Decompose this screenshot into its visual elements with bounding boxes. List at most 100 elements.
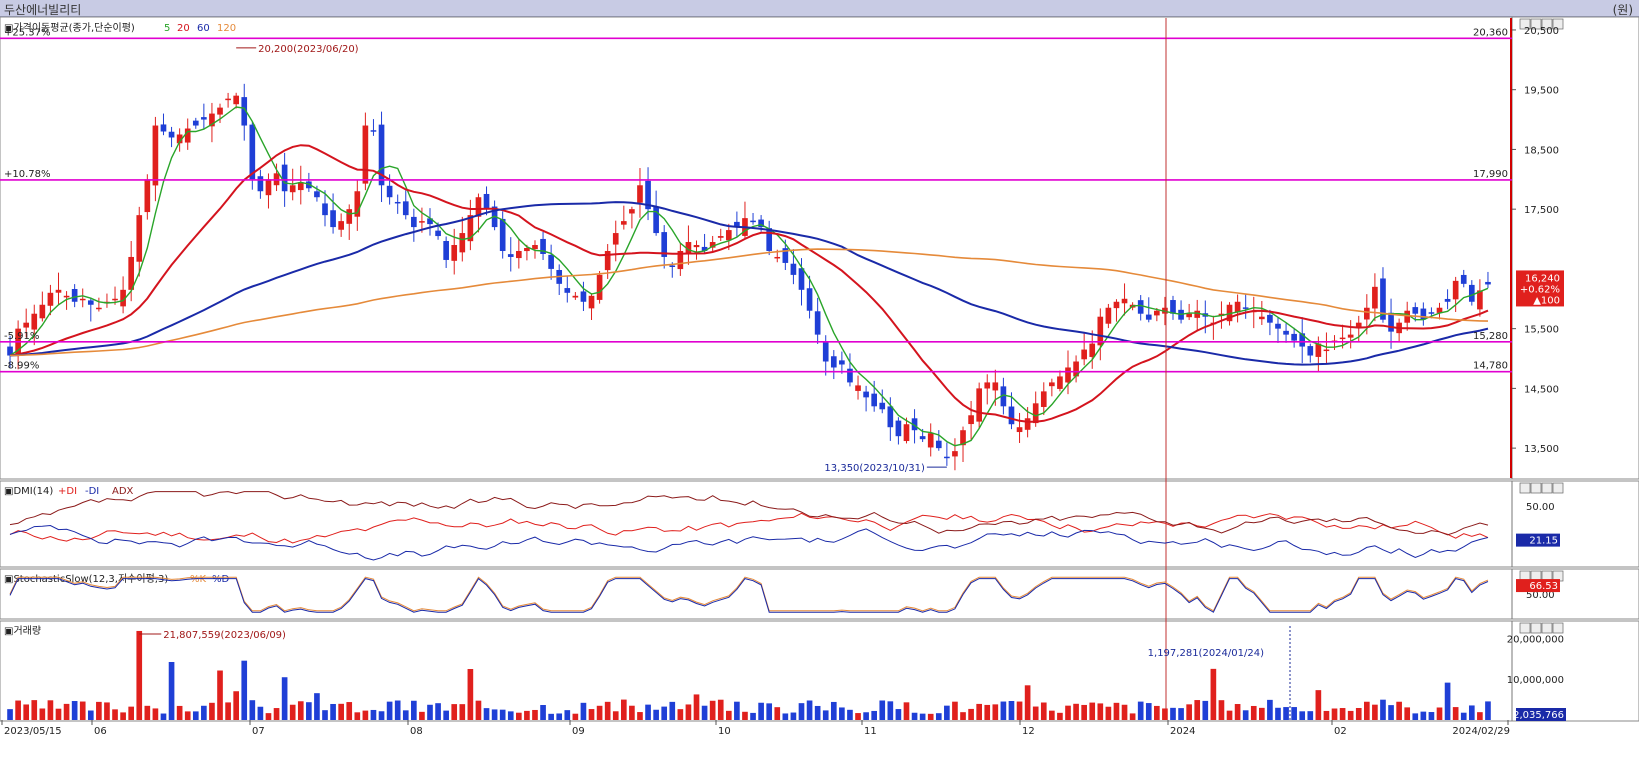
candle-body [911, 418, 918, 431]
volume-bar [1477, 712, 1483, 720]
candle-body [524, 248, 530, 252]
x-axis-label: 2024/02/29 [1452, 726, 1510, 737]
candle-body [1121, 298, 1128, 304]
volume-bar [960, 712, 966, 720]
volume-bar [1323, 710, 1330, 720]
last-price-text-2: ▲100 [1533, 295, 1560, 306]
volume-bar [1355, 707, 1362, 720]
candle-body [386, 185, 393, 198]
candle-body [734, 221, 740, 228]
volume-bar [378, 711, 385, 720]
candle-body [192, 120, 199, 126]
volume-bar [1186, 704, 1192, 720]
candle-body [1275, 323, 1281, 329]
volume-bar [241, 660, 248, 720]
candle-body [1420, 308, 1427, 320]
candle-body [637, 185, 643, 203]
candle-body [540, 238, 546, 254]
candle-body [1016, 427, 1023, 433]
candle-body [281, 164, 288, 192]
volume-bar [79, 701, 86, 720]
candle-body [1049, 382, 1055, 387]
panel-control-3-1 [1530, 622, 1542, 634]
volume-bar [709, 700, 716, 720]
volume-bar [306, 702, 312, 720]
volume-bar [758, 702, 764, 720]
volume-bar [1331, 708, 1338, 720]
candle-body [289, 185, 296, 193]
candle-body [685, 242, 692, 254]
volume-bar [725, 710, 732, 720]
volume-bar [7, 709, 13, 720]
volume-bar [192, 711, 199, 720]
candle-body [1137, 300, 1144, 314]
volume-bar [71, 701, 78, 720]
candle-body [725, 230, 732, 241]
dmi-line-0 [9, 512, 1489, 544]
candle-body [1154, 310, 1160, 316]
candle-body [411, 216, 417, 228]
volume-bar [1162, 708, 1168, 720]
volume-bar [23, 704, 30, 720]
volume-bar [1016, 701, 1023, 720]
volume-bar [184, 711, 191, 720]
high-annotation: 20,200(2023/06/20) [258, 44, 359, 55]
volume-bar [338, 703, 344, 720]
candle-body [1477, 290, 1483, 310]
volume-bar [734, 701, 740, 720]
volume-bar [435, 703, 441, 720]
volume-last-value: 2,035,766 [1513, 710, 1564, 721]
volume-bar [265, 713, 272, 720]
stoch-legend-1: %D [212, 574, 230, 585]
volume-bar [427, 704, 433, 720]
candle-body [1380, 278, 1386, 320]
candle-body [1355, 322, 1362, 328]
candle-body [419, 221, 425, 223]
hline-left-label-0: +25.37% [4, 27, 51, 38]
volume-bar [1202, 700, 1209, 720]
ma-legend-60: 60 [197, 23, 210, 34]
volume-bar [1267, 699, 1273, 720]
volume-bar [459, 704, 466, 720]
candle-body [1073, 361, 1079, 377]
volume-bar [499, 709, 506, 720]
candle-body [354, 191, 361, 217]
volume-bar [1097, 703, 1104, 720]
volume-bar [604, 701, 611, 720]
candle-body [871, 393, 878, 407]
candle-body [1000, 386, 1007, 407]
volume-bar [370, 709, 377, 720]
candle-body [1242, 307, 1249, 309]
volume-bar [782, 713, 789, 720]
candle-body [1460, 274, 1467, 284]
candle-body [120, 289, 126, 307]
volume-bar [879, 700, 886, 720]
candle-body [443, 241, 449, 260]
x-axis-label: 11 [864, 726, 877, 737]
candles [7, 83, 1491, 471]
candle-body [346, 209, 353, 224]
candle-body [944, 456, 950, 459]
candle-body [1218, 313, 1225, 316]
panel-control-1-1 [1530, 482, 1542, 494]
candle-body [55, 289, 62, 293]
volume-bar [1396, 701, 1402, 720]
ma60-line [9, 201, 1489, 366]
volume-bar [847, 709, 853, 720]
candle-body [1032, 403, 1039, 424]
dmi-tick-label: 50.00 [1526, 502, 1555, 513]
candle-body [669, 265, 676, 267]
volume-bar [1000, 701, 1007, 720]
volume-bar [475, 700, 482, 720]
volume-last-box [1516, 708, 1566, 721]
candle-body [176, 134, 183, 144]
price-tick-label: 15,500 [1524, 325, 1559, 336]
volume-bar [1226, 710, 1233, 720]
volume-bar [1194, 700, 1201, 720]
candle-body [39, 304, 46, 319]
candle-body [661, 232, 668, 257]
volume-bar [532, 709, 538, 720]
volume-bar [839, 707, 845, 720]
ma5-line [9, 106, 1489, 447]
